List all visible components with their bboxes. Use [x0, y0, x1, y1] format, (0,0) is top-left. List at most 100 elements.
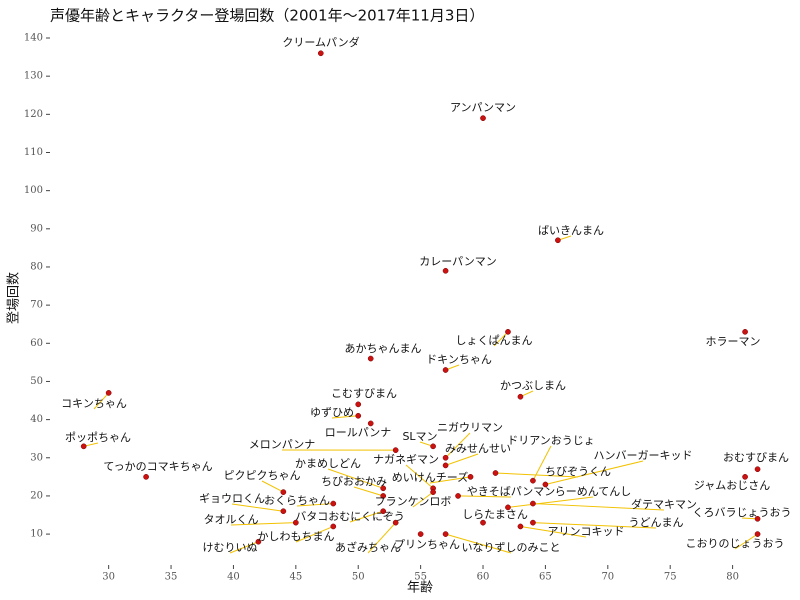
point: [530, 500, 536, 507]
point-label: ちびぞうくん: [545, 465, 611, 478]
point-label: アンパンマン: [450, 101, 516, 114]
y-tick-label: 70: [30, 300, 43, 311]
x-tick-label: 75: [664, 572, 677, 583]
x-tick-label: 50: [352, 572, 365, 583]
point: [492, 470, 499, 476]
point: [505, 504, 511, 511]
chart-title: 声優年齢とキャラクター登場回数（2001年～2017年11月3日）: [50, 7, 484, 25]
y-tick-label: 110: [24, 147, 43, 158]
point-label: ギョウロくん: [199, 492, 265, 505]
point: [754, 466, 761, 473]
point-label: メロンパンナ: [249, 438, 316, 451]
y-tick-label: 30: [30, 452, 43, 463]
point: [105, 390, 112, 396]
point: [530, 477, 536, 484]
label-line: [353, 486, 384, 497]
point: [542, 481, 549, 488]
label-line: [231, 503, 284, 512]
point: [517, 393, 524, 400]
label-line: [405, 464, 434, 489]
label-line: [734, 533, 758, 550]
label-line: [295, 525, 334, 543]
point: [143, 474, 149, 480]
point-label: タオルくん: [204, 513, 259, 526]
y-tick-label: 100: [24, 185, 43, 196]
point-label: うどんまん: [629, 516, 684, 529]
point-label: ポッポちゃん: [65, 431, 131, 444]
y-tick-label: 50: [30, 376, 43, 387]
point: [380, 508, 387, 515]
label-line: [367, 522, 397, 554]
point: [480, 115, 486, 121]
y-tick-label: 120: [24, 109, 43, 120]
point: [430, 443, 436, 450]
point-label: アリンコキッド: [548, 525, 625, 538]
point-label: けむりいぬ: [203, 541, 258, 554]
label-line: [296, 503, 334, 507]
y-axis-title: 登場回数: [7, 272, 22, 324]
x-tick-label: 65: [539, 572, 552, 583]
point-label: ばいきんまん: [538, 224, 604, 237]
point-label: みみせんせい: [445, 442, 511, 455]
label-line: [327, 468, 384, 489]
point-label: ダテマキマン: [631, 497, 697, 511]
x-axis-title: 年齢: [407, 581, 433, 596]
point-label: やきそばパンマン: [467, 485, 556, 498]
label-line: [229, 541, 259, 554]
y-tick-label: 130: [24, 71, 43, 82]
point-label: こむすびまん: [331, 387, 397, 400]
label-line: [93, 392, 110, 410]
y-tick-label: 10: [30, 529, 43, 540]
point: [442, 462, 449, 469]
y-tick-label: 60: [30, 338, 43, 349]
point: [754, 515, 761, 522]
point-label: ドリアンおうじょ: [507, 434, 595, 447]
point: [330, 523, 337, 530]
point: [517, 523, 524, 530]
point-label: おくらちゃん: [264, 494, 330, 507]
point-label: しらたまさん: [462, 508, 528, 521]
x-tick-label: 30: [102, 572, 115, 583]
label-line: [532, 522, 657, 529]
point-label: しょくぱんまん: [456, 334, 533, 347]
point-label: ロールパンナ: [325, 426, 392, 439]
point: [355, 401, 362, 408]
point: [742, 474, 748, 480]
point: [442, 267, 449, 274]
point: [355, 412, 362, 419]
point-label: SLマン: [402, 430, 437, 443]
x-tick-label: 35: [165, 572, 178, 583]
point-label: クリームパンダ: [282, 35, 359, 49]
point-label: フランケンロボ: [375, 495, 452, 508]
point-label: てっかのコマキちゃん: [103, 460, 212, 473]
point: [330, 500, 337, 507]
point: [80, 443, 87, 450]
point-label: めいけんチーズ: [392, 470, 468, 484]
label-line: [458, 495, 512, 498]
point: [380, 485, 387, 492]
point-label: ハンバーガーキッド: [594, 449, 693, 462]
point: [480, 519, 486, 526]
point-label: カレーパンマン: [419, 255, 496, 268]
point: [280, 508, 287, 515]
point: [417, 531, 424, 537]
point-label: かしわもちまん: [258, 530, 335, 543]
point-label: コキンちゃん: [61, 397, 127, 410]
point-label: かまめしどん: [295, 457, 361, 470]
point: [255, 538, 262, 545]
label-line: [532, 503, 665, 511]
x-tick-label: 80: [726, 572, 739, 583]
point: [430, 489, 436, 495]
point-label: らーめんてんし: [555, 485, 631, 498]
point-label: ゆずひめ: [310, 406, 354, 419]
label-line: [445, 533, 512, 554]
point: [455, 493, 461, 499]
x-tick-label: 45: [289, 572, 302, 583]
y-tick-label: 140: [24, 33, 43, 44]
point: [380, 493, 387, 499]
label-line: [429, 476, 471, 484]
point: [392, 447, 399, 453]
y-tick-label: 20: [30, 490, 43, 501]
label-line: [261, 480, 284, 493]
